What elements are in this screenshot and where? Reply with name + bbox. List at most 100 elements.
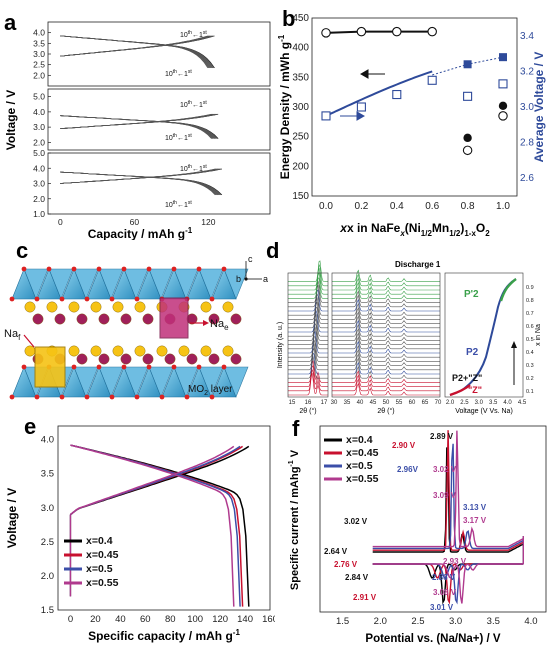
panel-c-oxygen bbox=[96, 266, 102, 272]
panel-a-xlabel: Capacity / mAh g-1 bbox=[88, 226, 193, 240]
panel-c-na-atom bbox=[90, 345, 102, 357]
panel-c-na-atom bbox=[24, 301, 36, 313]
panel-f-ticks: 1.5 2.0 2.5 3.0 3.5 4.0 bbox=[336, 616, 538, 627]
panel-d-ytick-3: 0.3 bbox=[526, 363, 534, 369]
panel-d-xtick-2: 30 bbox=[331, 400, 338, 406]
panel-a-ytick: 3.0 bbox=[33, 179, 45, 189]
panel-d-xtick-2: 50 bbox=[383, 400, 390, 406]
panel-d-xtick-2: 70 bbox=[435, 400, 442, 406]
panel-c-octahedron bbox=[73, 268, 99, 300]
panel-d-xrd-trace bbox=[288, 318, 328, 341]
panel-c-na-atom bbox=[54, 313, 66, 325]
panel-d-xrd-trace bbox=[288, 336, 328, 358]
panel-c-oxygen bbox=[96, 364, 102, 370]
panel-b-energy-point bbox=[356, 26, 367, 37]
panel-b-energy-point bbox=[427, 26, 437, 37]
panel-a-ytick: 3.0 bbox=[33, 122, 45, 132]
panel-c-oxygen bbox=[9, 296, 15, 302]
panel-d-xrd-trace bbox=[288, 347, 328, 371]
panel-a-discharge-curve bbox=[60, 171, 220, 196]
panel-b-ytick-left: 400 bbox=[292, 43, 309, 54]
panel-d-xrd-trace bbox=[332, 374, 440, 387]
panel-b-ytick-right: 3.2 bbox=[520, 66, 534, 77]
axis-a-label: a bbox=[263, 274, 268, 284]
panel-e-ytick: 2.5 bbox=[41, 537, 54, 548]
panel-e-legend-label: x=0.5 bbox=[86, 563, 113, 575]
panel-c-na-atom bbox=[222, 345, 234, 357]
svg-text:Nae: Nae bbox=[210, 318, 229, 332]
panel-f-peak-label: 2.64 V bbox=[324, 547, 348, 556]
panel-d-xrd-trace bbox=[332, 340, 440, 354]
panel-a-charge-curve bbox=[60, 168, 216, 184]
panel-b-energy-point bbox=[462, 145, 473, 156]
panel-b-xtick: 0.4 bbox=[390, 201, 404, 212]
panel-b-ylabel-left: Energy Density / mWh g-1 bbox=[277, 34, 292, 179]
panel-b: 150 200 250 300 350 400 450 2.6 2.8 3.0 3.2 3.4 0.0 0… bbox=[277, 13, 546, 238]
panel-c-octahedron bbox=[48, 268, 74, 300]
panel-e-discharge-x=0.55 bbox=[70, 444, 235, 607]
panel-c-na-atom bbox=[120, 353, 132, 365]
panel-c-octahedron bbox=[173, 268, 199, 300]
panel-d-xrd-trace bbox=[288, 352, 328, 375]
panel-f-peak-label: 2.91 V bbox=[353, 593, 377, 602]
panel-f-peak-label: 2.93 V bbox=[443, 557, 467, 566]
panel-d-xrd-trace bbox=[332, 311, 440, 324]
panel-label-d: d bbox=[266, 238, 280, 263]
panel-a-discharge-curve bbox=[60, 35, 209, 69]
panel-b-voltage-point-filled bbox=[463, 60, 472, 69]
panel-a-discharge-curve bbox=[60, 171, 219, 196]
panel-f: 1.5 2.0 2.5 3.0 3.5 4.0 Specific current / mA… bbox=[288, 425, 547, 645]
panel-e-ytick: 3.5 bbox=[41, 469, 54, 480]
panel-c-na-atom bbox=[46, 301, 58, 313]
panel-d-xrd-trace bbox=[288, 272, 328, 295]
panel-c-octahedron bbox=[198, 268, 224, 300]
panel-c-oxygen bbox=[171, 266, 177, 272]
panel-d-xrd-trace bbox=[332, 298, 440, 312]
panel-d: Discharge 1 Intensity (a. u.) 15 16 17 30 35… bbox=[277, 260, 542, 415]
panel-c-octahedron bbox=[123, 366, 149, 398]
panel-d-ytick-3: 0.7 bbox=[526, 311, 534, 317]
panel-c-oxygen bbox=[34, 296, 40, 302]
panel-c-oxygen bbox=[109, 296, 115, 302]
panel-a-ytick: 4.0 bbox=[33, 163, 45, 173]
panel-d-ytick-3: 0.1 bbox=[526, 389, 534, 395]
panel-c-oxygen bbox=[196, 266, 202, 272]
panel-d-xtick-2: 35 bbox=[344, 400, 351, 406]
panel-d-xlabel-2: 2θ (°) bbox=[377, 407, 394, 415]
panel-e-legend-label: x=0.45 bbox=[86, 549, 119, 561]
panel-c-na-atom bbox=[230, 353, 242, 365]
panel-c-oxygen bbox=[59, 296, 65, 302]
panel-b-ytick-right: 3.0 bbox=[520, 102, 534, 113]
panel-d-xrd-trace bbox=[288, 289, 328, 312]
panel-c-na-atom bbox=[142, 353, 154, 365]
panel-e-xtick: 60 bbox=[140, 614, 151, 625]
panel-c-oxygen bbox=[171, 364, 177, 370]
panel-b-energy-point bbox=[498, 111, 508, 121]
panel-a-charge-curve bbox=[60, 35, 208, 57]
panel-e-ytick: 1.5 bbox=[41, 605, 54, 616]
panel-a-charge-curve bbox=[60, 113, 212, 130]
panel-d-xrd-trace bbox=[288, 277, 328, 299]
panel-d-xrd-trace bbox=[332, 273, 440, 287]
panel-d-xrd-trace bbox=[332, 286, 440, 299]
panel-d-ytick-3: 0.9 bbox=[526, 285, 534, 291]
panel-d-ylabel: Intensity (a. u.) bbox=[277, 322, 284, 368]
panel-d-xrd-trace bbox=[332, 315, 440, 329]
panel-b-energy-point bbox=[392, 26, 402, 37]
panel-c-oxygen bbox=[9, 394, 15, 400]
panel-c-na-atom bbox=[68, 345, 80, 357]
panel-c-octahedron bbox=[223, 366, 249, 398]
panel-f-legend-label: x=0.4 bbox=[346, 434, 373, 446]
panel-d-xrd-trace bbox=[288, 331, 328, 354]
panel-b-xlabel: xx in NaFex(Ni1/2Mn1/2)1-xO2 bbox=[339, 221, 490, 238]
panel-f-anodic-x=0.5 bbox=[372, 443, 524, 550]
panel-b-ytick-left: 250 bbox=[292, 132, 309, 143]
panel-b-ytick-right: 2.8 bbox=[520, 138, 534, 149]
panel-a-discharge-curve bbox=[60, 35, 210, 69]
panel-e-xtick: 80 bbox=[165, 614, 176, 625]
panel-e-frame bbox=[57, 425, 271, 611]
panel-d-xrd-trace bbox=[332, 353, 440, 366]
panel-a-charge-curve bbox=[60, 113, 214, 130]
panel-c-axes-indicator: c a b bbox=[236, 255, 268, 284]
panel-c-na-atom bbox=[134, 301, 146, 313]
